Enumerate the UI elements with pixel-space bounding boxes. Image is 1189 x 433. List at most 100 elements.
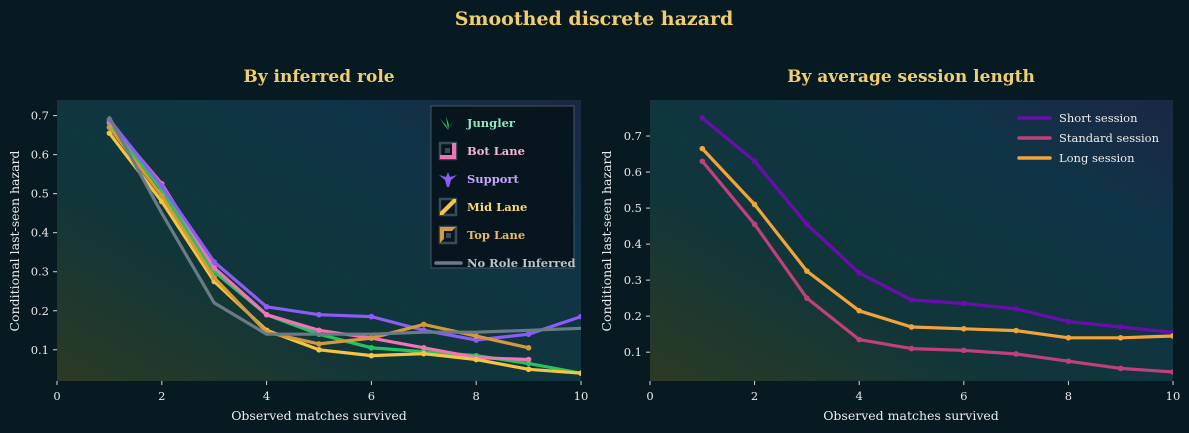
x-tick-label: 8 bbox=[473, 389, 480, 403]
y-tick-label: 0.1 bbox=[624, 345, 642, 359]
data-point bbox=[1013, 306, 1019, 312]
jungler-icon bbox=[440, 116, 455, 130]
data-point bbox=[1117, 324, 1124, 330]
x-tick-label: 4 bbox=[856, 389, 863, 403]
data-point bbox=[856, 307, 862, 314]
y-axis-label: Conditional last-seen hazard bbox=[7, 150, 22, 331]
data-point bbox=[578, 370, 581, 376]
legend-label: Bot Lane bbox=[467, 144, 525, 158]
data-point bbox=[525, 331, 532, 337]
data-point bbox=[316, 346, 322, 353]
data-point bbox=[421, 321, 427, 328]
series-lines bbox=[699, 115, 1173, 375]
data-point bbox=[804, 295, 810, 301]
series-line-short-session bbox=[700, 116, 1173, 334]
y-tick-label: 0.6 bbox=[31, 148, 49, 162]
panel-title: By inferred role bbox=[243, 67, 394, 87]
data-point bbox=[421, 345, 427, 351]
y-tick-label: 0.2 bbox=[624, 309, 642, 323]
y-tick-label: 0.7 bbox=[624, 129, 642, 143]
data-point bbox=[159, 183, 165, 189]
y-axis-label: Conditional last-seen hazard bbox=[599, 150, 614, 331]
chart-panel-role: By inferred role Observed matches surviv… bbox=[7, 67, 588, 423]
bot-lane-icon bbox=[438, 141, 458, 161]
x-tick-label: 6 bbox=[960, 389, 967, 403]
data-point bbox=[856, 336, 862, 343]
y-tick-label: 0.2 bbox=[31, 304, 49, 318]
data-point bbox=[699, 158, 706, 165]
legend-label: Support bbox=[467, 172, 519, 186]
data-point bbox=[106, 124, 113, 131]
data-point bbox=[1013, 327, 1019, 334]
data-point bbox=[856, 270, 862, 276]
legend-label: Long session bbox=[1059, 151, 1135, 165]
series-line-mid-lane bbox=[107, 131, 581, 375]
data-point bbox=[578, 313, 581, 320]
y-tick-label: 0.6 bbox=[624, 165, 642, 179]
data-point bbox=[316, 341, 322, 347]
data-point bbox=[908, 324, 915, 330]
mid-lane-icon bbox=[438, 197, 458, 217]
y-tick-label: 0.7 bbox=[31, 109, 49, 123]
y-tick-label: 0.4 bbox=[31, 226, 49, 240]
data-point bbox=[525, 366, 532, 373]
data-point bbox=[1117, 334, 1124, 341]
data-point bbox=[908, 297, 915, 303]
y-tick-label: 0.3 bbox=[624, 273, 642, 287]
data-point bbox=[316, 327, 322, 334]
series-line-no-role-inferred bbox=[107, 115, 581, 336]
x-tick-label: 0 bbox=[53, 389, 60, 403]
data-point bbox=[473, 333, 480, 339]
data-point bbox=[211, 265, 217, 271]
data-point bbox=[804, 221, 810, 228]
y-tick-label: 0.4 bbox=[624, 237, 642, 251]
series-line-long-session bbox=[700, 147, 1173, 340]
data-point bbox=[368, 345, 375, 351]
data-point bbox=[699, 115, 706, 121]
series-lines bbox=[106, 115, 581, 376]
legend-label: Mid Lane bbox=[467, 200, 527, 214]
y-tick-label: 0.5 bbox=[31, 187, 49, 201]
data-point bbox=[263, 304, 270, 310]
x-tick-label: 6 bbox=[368, 389, 375, 403]
x-tick-label: 10 bbox=[574, 389, 589, 403]
y-tick-label: 0.3 bbox=[31, 265, 49, 279]
x-axis-label: Observed matches survived bbox=[231, 408, 407, 423]
data-point bbox=[751, 158, 758, 165]
data-point bbox=[908, 345, 915, 352]
data-point bbox=[263, 311, 270, 318]
data-point bbox=[525, 345, 532, 351]
figure-title: Smoothed discrete hazard bbox=[455, 8, 734, 30]
data-point bbox=[211, 259, 217, 265]
legend: Jungler Bot Lane Support Mid Lane Top Lane No… bbox=[430, 105, 576, 270]
series-line-standard-session bbox=[700, 159, 1173, 374]
y-tick-label: 0.5 bbox=[624, 201, 642, 215]
legend-label: Standard session bbox=[1059, 131, 1160, 145]
chart-panel-session: By average session length Observed match… bbox=[599, 67, 1180, 423]
data-point bbox=[368, 313, 375, 320]
x-tick-label: 0 bbox=[646, 389, 653, 403]
legend-label: Short session bbox=[1059, 111, 1138, 125]
data-point bbox=[1170, 369, 1173, 375]
data-point bbox=[804, 268, 810, 274]
data-point bbox=[159, 192, 165, 199]
data-point bbox=[961, 300, 967, 307]
data-point bbox=[1065, 358, 1072, 364]
top-lane-icon bbox=[438, 225, 458, 245]
data-point bbox=[1065, 318, 1072, 325]
panel-title: By average session length bbox=[787, 67, 1035, 87]
data-point bbox=[751, 221, 758, 228]
data-point bbox=[525, 360, 532, 367]
data-point bbox=[106, 130, 113, 136]
legend-label: Jungler bbox=[466, 116, 516, 130]
x-tick-label: 8 bbox=[1065, 389, 1072, 403]
series-line-support bbox=[107, 117, 581, 342]
axis-ticks: 0 2 4 6 8 10 0.1 0.2 0.3 0.4 0.5 0.6 0.7 bbox=[31, 109, 589, 403]
data-point bbox=[1065, 334, 1072, 341]
data-point bbox=[368, 352, 375, 359]
legend: Short session Standard session Long sessio… bbox=[1017, 111, 1160, 165]
data-point bbox=[525, 356, 532, 363]
x-tick-label: 10 bbox=[1166, 389, 1181, 403]
data-point bbox=[1170, 333, 1173, 339]
